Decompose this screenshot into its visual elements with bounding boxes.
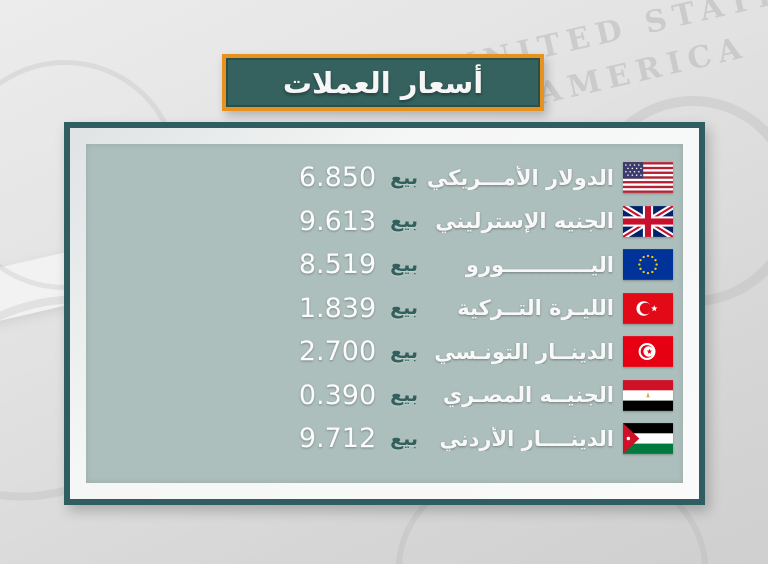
uk-flag-icon	[623, 205, 673, 237]
currency-name: الدينــــار الأردني	[439, 426, 614, 451]
usa-flag-icon	[623, 162, 673, 194]
title-banner: أسعار العملات	[222, 54, 544, 111]
sell-label: بيع	[390, 427, 418, 450]
eu-flag-icon	[623, 249, 673, 281]
currency-row-usd: الدولار الأمـــريكي بيع 6.850	[94, 156, 673, 200]
sell-label: بيع	[390, 340, 418, 363]
rate-value: 1.839	[298, 292, 377, 324]
sell-label: بيع	[390, 210, 418, 233]
rate-value: 6.850	[298, 162, 377, 194]
rate-value: 9.613	[298, 205, 377, 237]
rate-value: 2.700	[298, 336, 377, 368]
currency-row-try: الليـرة التــركية بيع 1.839	[94, 287, 673, 331]
jordan-flag-icon	[623, 423, 673, 455]
currency-row-gbp: الجنيه الإسترليني بيع 9.613	[94, 200, 673, 244]
rates-list: الدولار الأمـــريكي بيع 6.850 الجنيه ا	[94, 156, 673, 461]
currency-name: الليـرة التــركية	[457, 296, 614, 321]
currency-row-eur: اليــــــــــــورو بيع 8.519	[94, 243, 673, 287]
page-title: أسعار العملات	[282, 65, 484, 100]
tunisia-flag-icon	[623, 336, 673, 368]
sell-label: بيع	[390, 384, 418, 407]
currency-row-egp: الجنيــه المصـري بيع 0.390	[94, 374, 673, 418]
sell-label: بيع	[390, 166, 418, 189]
currency-name: اليــــــــــــورو	[465, 252, 614, 277]
currency-row-jod: الدينــــار الأردني بيع 9.712	[94, 417, 673, 461]
sell-label: بيع	[390, 253, 418, 276]
rate-value: 9.712	[298, 423, 377, 455]
egypt-flag-icon	[623, 379, 673, 411]
rate-value: 0.390	[298, 379, 377, 411]
currency-row-tnd: الدينــار التونـسي بيع 2.700	[94, 330, 673, 374]
rate-value: 8.519	[298, 249, 377, 281]
currency-name: الجنيــه المصـري	[442, 383, 614, 408]
currency-name: الدينــار التونـسي	[434, 339, 614, 364]
turkey-flag-icon	[623, 292, 673, 324]
currency-name: الدولار الأمـــريكي	[426, 165, 614, 190]
sell-label: بيع	[390, 297, 418, 320]
rates-panel-inner: الدولار الأمـــريكي بيع 6.850 الجنيه ا	[86, 144, 683, 483]
currency-name: الجنيه الإسترليني	[435, 209, 614, 234]
rates-panel: الدولار الأمـــريكي بيع 6.850 الجنيه ا	[64, 122, 705, 505]
